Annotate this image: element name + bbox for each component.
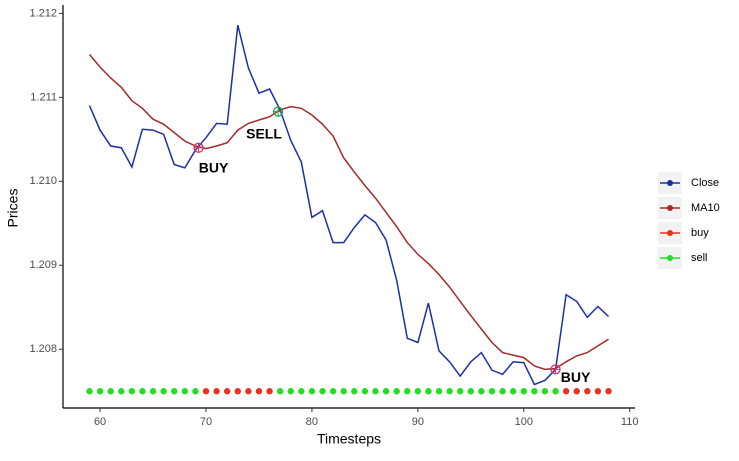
signal-point — [488, 388, 496, 395]
signal-point — [509, 388, 517, 395]
series-line — [88, 54, 609, 371]
signal-point — [86, 388, 93, 395]
signal-point — [562, 388, 570, 395]
signal-point — [202, 388, 210, 395]
signal-point — [287, 388, 294, 395]
signal-point — [319, 388, 326, 395]
signal-point — [520, 388, 527, 395]
signal-point — [594, 388, 602, 395]
annotation: BUY — [199, 159, 229, 175]
x-tick-label: 60 — [94, 416, 106, 428]
x-tick-label: 80 — [306, 416, 318, 428]
signal-point — [467, 388, 475, 395]
signal-point — [96, 388, 104, 395]
legend-label: Close — [691, 177, 719, 189]
signal-point — [298, 388, 305, 395]
y-tick-label: 1.211 — [30, 91, 57, 103]
signal-point — [499, 388, 506, 395]
signal-point — [181, 388, 189, 395]
signal-point — [573, 388, 580, 395]
x-tick-label: 70 — [200, 416, 212, 428]
signal-point — [584, 388, 591, 395]
legend-key-dot — [667, 180, 673, 186]
signal-point — [361, 388, 369, 395]
signal-point — [213, 388, 220, 395]
signal-point — [531, 388, 538, 395]
signal-point — [255, 388, 263, 395]
y-tick-label: 1.210 — [29, 175, 57, 187]
signal-point — [446, 388, 453, 395]
signal-point — [160, 388, 167, 395]
signal-point — [223, 388, 231, 395]
annotation: BUY — [561, 369, 591, 385]
legend-label: MA10 — [691, 202, 720, 214]
y-axis-title: Prices — [5, 189, 21, 228]
x-axis-title: Timesteps — [317, 431, 381, 447]
signal-point — [425, 388, 432, 395]
legend-key-dot — [667, 255, 673, 261]
signal-point — [266, 388, 273, 395]
legend-label: buy — [691, 227, 709, 239]
signal-point — [234, 388, 241, 395]
signal-point — [128, 388, 136, 395]
signal-point — [435, 388, 443, 395]
signal-point — [414, 388, 422, 395]
x-tick-label: 110 — [621, 416, 639, 428]
signal-point — [139, 388, 146, 395]
signal-point — [404, 388, 411, 395]
signal-point — [245, 388, 252, 395]
x-tick-label: 100 — [515, 416, 533, 428]
y-tick-label: 1.208 — [29, 343, 57, 355]
signal-point — [149, 388, 157, 395]
signal-point — [552, 388, 559, 395]
signal-point — [171, 388, 178, 395]
signal-point — [329, 388, 337, 395]
signal-point — [393, 388, 400, 395]
signal-point — [340, 388, 347, 395]
legend-label: sell — [691, 252, 708, 264]
signal-point — [118, 388, 125, 395]
signal-point — [382, 388, 390, 395]
signal-point — [107, 388, 114, 395]
y-tick-label: 1.212 — [29, 7, 57, 19]
signal-point — [308, 388, 316, 395]
signal-point — [351, 388, 358, 395]
signal-point — [372, 388, 379, 395]
y-tick-label: 1.209 — [29, 259, 57, 271]
signal-point — [276, 388, 284, 395]
signal-point — [192, 388, 199, 395]
signal-point — [478, 388, 485, 395]
legend-key-dot — [667, 230, 673, 236]
annotation: SELL — [246, 125, 282, 141]
x-tick-label: 90 — [412, 416, 424, 428]
legend-key-dot — [667, 205, 673, 211]
signal-point — [457, 388, 464, 395]
signal-point — [541, 388, 549, 395]
signal-point — [605, 388, 612, 395]
series-line — [88, 25, 610, 386]
